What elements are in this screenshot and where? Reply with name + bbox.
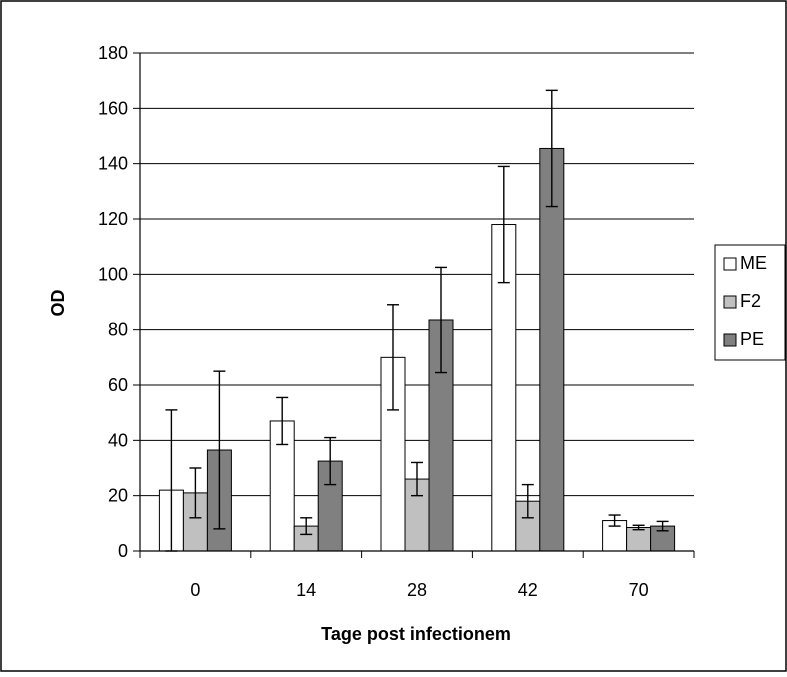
y-tick-label: 100 [98,264,128,284]
bars [158,147,676,552]
y-tick-label: 120 [98,209,128,229]
y-tick-label: 0 [118,541,128,561]
y-tick-label: 60 [108,375,128,395]
gridlines [140,52,694,497]
legend-swatch [723,257,737,271]
legend: ME F2 PE [714,244,786,361]
legend-label: F2 [740,291,761,311]
x-tick-label: 70 [629,580,649,600]
y-axis-title: OD [48,289,68,316]
y-tick-label: 140 [98,154,128,174]
y-tick-label: 160 [98,98,128,118]
x-tick-label: 28 [407,580,427,600]
x-tick-label: 14 [296,580,316,600]
y-tick-label: 180 [98,43,128,63]
x-axis-title: Tage post infectionem [321,624,511,644]
legend-swatch [723,295,737,309]
y-tick-label: 20 [108,486,128,506]
legend-swatch [723,333,737,347]
legend-label: PE [740,329,764,349]
y-tick-label: 80 [108,320,128,340]
axes: 0 20 40 60 80 100 120 140 160 180 0 14 28 42 70 [98,43,695,600]
x-tick-label: 0 [190,580,200,600]
y-tick-label: 40 [108,430,128,450]
x-tick-label: 42 [518,580,538,600]
bar [539,147,565,552]
error-bars [165,89,669,552]
bar [626,526,652,552]
legend-label: ME [740,253,767,273]
